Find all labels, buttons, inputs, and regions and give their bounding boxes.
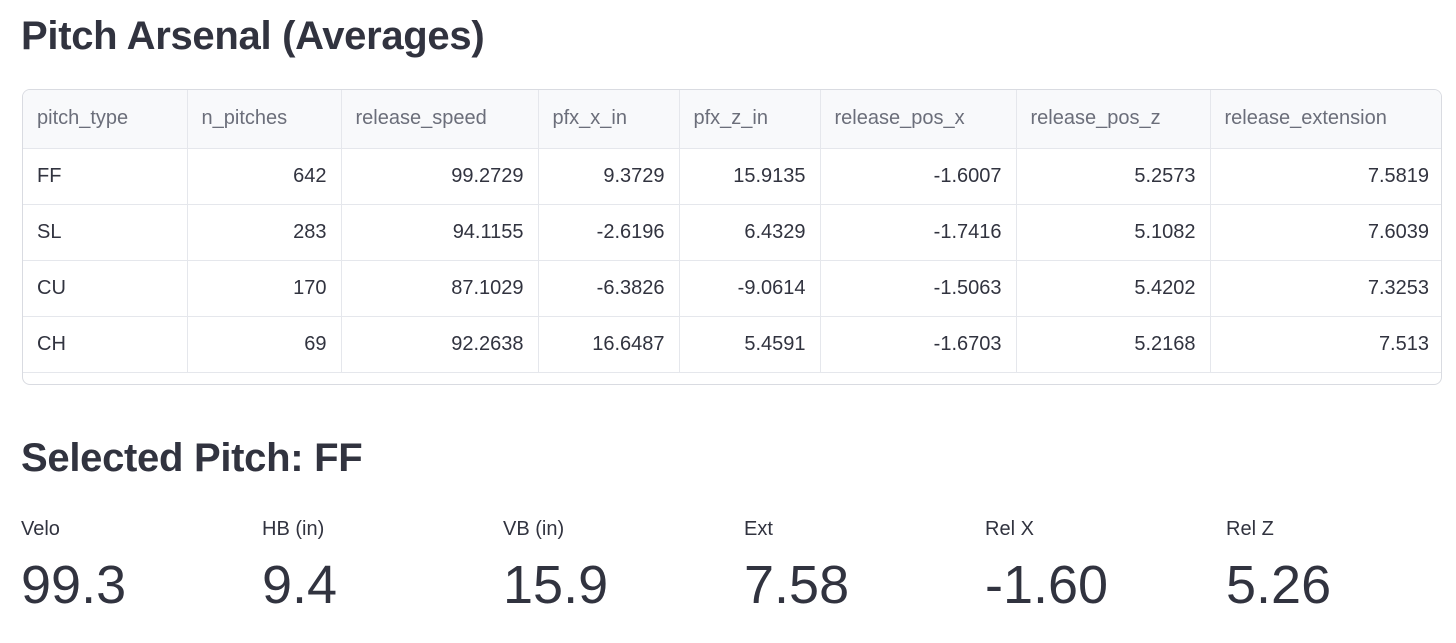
cell-pitch-type[interactable]: FF bbox=[23, 148, 188, 205]
column-header-n-pitches[interactable]: n_pitches bbox=[187, 90, 342, 149]
cell-release-extension[interactable]: 7.3253 bbox=[1210, 260, 1441, 317]
table-row[interactable]: FF 642 99.2729 9.3729 15.9135 -1.6007 5.… bbox=[23, 148, 1441, 205]
cell-release-speed[interactable]: 94.1155 bbox=[341, 204, 539, 261]
cell-pfx-x-in[interactable]: 9.3729 bbox=[538, 148, 680, 205]
cell-pfx-x-in[interactable]: 16.6487 bbox=[538, 316, 680, 373]
metric-label: Rel X bbox=[985, 518, 1034, 540]
cell-release-speed[interactable]: 99.2729 bbox=[341, 148, 539, 205]
cell-release-pos-z[interactable]: 5.1082 bbox=[1016, 204, 1211, 261]
cell-n-pitches[interactable]: 170 bbox=[187, 260, 342, 317]
cell-pitch-type[interactable]: SL bbox=[23, 204, 188, 261]
column-header-release-pos-z[interactable]: release_pos_z bbox=[1016, 90, 1211, 149]
metric-velo: Velo 99.3 bbox=[21, 515, 251, 617]
cell-n-pitches[interactable]: 69 bbox=[187, 316, 342, 373]
column-header-pitch-type[interactable]: pitch_type bbox=[23, 90, 188, 149]
cell-release-extension[interactable]: 7.5819 bbox=[1210, 148, 1441, 205]
metric-value: 9.4 bbox=[262, 555, 338, 615]
metric-ext: Ext 7.58 bbox=[744, 515, 974, 617]
cell-pfx-z-in[interactable]: 5.4591 bbox=[679, 316, 821, 373]
metric-label: HB (in) bbox=[262, 518, 325, 540]
metric-vb: VB (in) 15.9 bbox=[503, 515, 733, 617]
metric-label: Rel Z bbox=[1226, 518, 1274, 540]
cell-pfx-x-in[interactable]: -6.3826 bbox=[538, 260, 680, 317]
metric-label: VB (in) bbox=[503, 518, 565, 540]
cell-release-speed[interactable]: 92.2638 bbox=[341, 316, 539, 373]
table-row[interactable]: SL 283 94.1155 -2.6196 6.4329 -1.7416 5.… bbox=[23, 204, 1441, 261]
column-header-release-speed[interactable]: release_speed bbox=[341, 90, 539, 149]
cell-release-extension[interactable]: 7.6039 bbox=[1210, 204, 1441, 261]
cell-release-pos-x[interactable]: -1.6007 bbox=[820, 148, 1017, 205]
metric-hb: HB (in) 9.4 bbox=[262, 515, 492, 617]
table-row[interactable]: CU 170 87.1029 -6.3826 -9.0614 -1.5063 5… bbox=[23, 260, 1441, 317]
cell-pfx-x-in[interactable]: -2.6196 bbox=[538, 204, 680, 261]
cell-release-pos-x[interactable]: -1.5063 bbox=[820, 260, 1017, 317]
metric-label: Velo bbox=[21, 518, 60, 540]
cell-release-extension[interactable]: 7.513 bbox=[1210, 316, 1441, 373]
cell-pfx-z-in[interactable]: 6.4329 bbox=[679, 204, 821, 261]
pitch-arsenal-heading: Pitch Arsenal (Averages) bbox=[21, 14, 485, 58]
metrics-row: Velo 99.3 HB (in) 9.4 VB (in) 15.9 Ext 7… bbox=[21, 515, 1441, 625]
metric-rel-x: Rel X -1.60 bbox=[985, 515, 1215, 617]
cell-pfx-z-in[interactable]: -9.0614 bbox=[679, 260, 821, 317]
pitch-arsenal-table[interactable]: pitch_type n_pitches release_speed pfx_x… bbox=[22, 89, 1442, 385]
cell-release-speed[interactable]: 87.1029 bbox=[341, 260, 539, 317]
cell-release-pos-x[interactable]: -1.7416 bbox=[820, 204, 1017, 261]
cell-release-pos-z[interactable]: 5.2168 bbox=[1016, 316, 1211, 373]
metric-rel-z: Rel Z 5.26 bbox=[1226, 515, 1456, 617]
column-header-release-pos-x[interactable]: release_pos_x bbox=[820, 90, 1017, 149]
cell-pfx-z-in[interactable]: 15.9135 bbox=[679, 148, 821, 205]
metric-value: 7.58 bbox=[744, 555, 850, 615]
metric-value: 15.9 bbox=[503, 555, 609, 615]
cell-release-pos-x[interactable]: -1.6703 bbox=[820, 316, 1017, 373]
column-header-pfx-x-in[interactable]: pfx_x_in bbox=[538, 90, 680, 149]
cell-n-pitches[interactable]: 283 bbox=[187, 204, 342, 261]
cell-release-pos-z[interactable]: 5.4202 bbox=[1016, 260, 1211, 317]
metric-value: 5.26 bbox=[1226, 555, 1332, 615]
table-row[interactable]: CH 69 92.2638 16.6487 5.4591 -1.6703 5.2… bbox=[23, 316, 1441, 373]
cell-pitch-type[interactable]: CU bbox=[23, 260, 188, 317]
metric-value: 99.3 bbox=[21, 555, 127, 615]
selected-pitch-heading: Selected Pitch: FF bbox=[21, 436, 363, 480]
metric-label: Ext bbox=[744, 518, 773, 540]
cell-release-pos-z[interactable]: 5.2573 bbox=[1016, 148, 1211, 205]
metric-value: -1.60 bbox=[985, 555, 1109, 615]
table-header-row: pitch_type n_pitches release_speed pfx_x… bbox=[23, 90, 1441, 149]
cell-pitch-type[interactable]: CH bbox=[23, 316, 188, 373]
column-header-pfx-z-in[interactable]: pfx_z_in bbox=[679, 90, 821, 149]
cell-n-pitches[interactable]: 642 bbox=[187, 148, 342, 205]
column-header-release-extension[interactable]: release_extension bbox=[1210, 90, 1441, 149]
